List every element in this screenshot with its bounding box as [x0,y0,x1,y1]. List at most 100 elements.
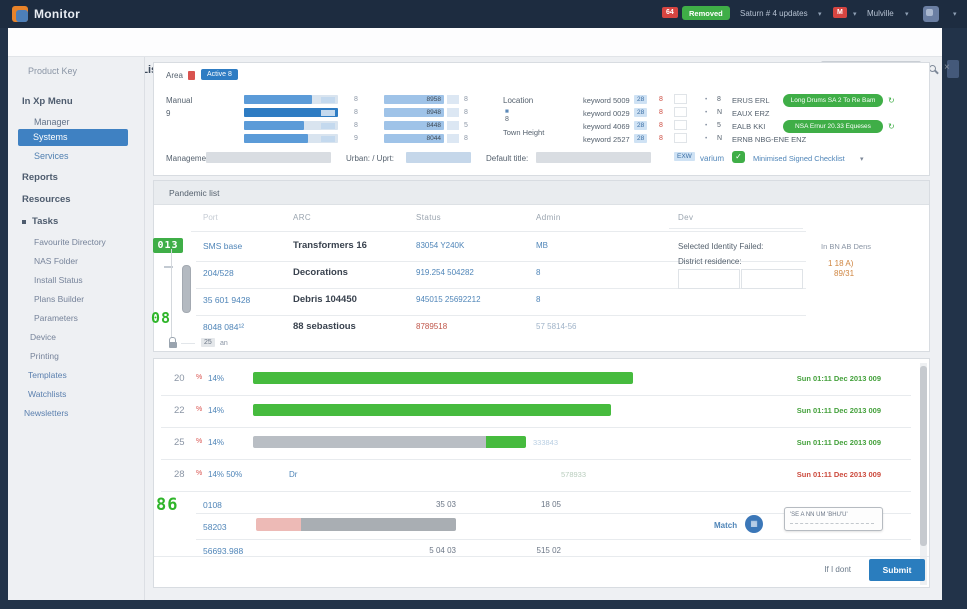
chevron-down-icon[interactable]: ▾ [905,11,909,18]
avatar[interactable] [923,6,939,22]
percent-link[interactable]: 14% 50% [208,470,243,479]
sidebar-item-xp-menu[interactable]: In Xp Menu [22,96,73,107]
status-green-button[interactable]: Removed [682,6,730,20]
close-icon[interactable]: × [944,62,950,73]
report-select[interactable]: 'SE A NN UM 'BHU'U' [784,507,883,531]
keyword-input[interactable] [674,133,687,143]
row-text-link[interactable]: Dr [289,470,298,479]
row-status[interactable]: 945015 25692212 [416,295,481,304]
keyword-chip[interactable]: 28 [634,121,648,130]
alert-badge[interactable]: M [833,7,847,18]
detail-name-link[interactable]: 0108 [203,500,222,510]
apply-range-button[interactable]: Long Drums SA 2 To Re Bam [783,94,883,107]
exw-link[interactable]: EXW [674,152,695,161]
sidebar-item-product-key[interactable]: Product Key [28,66,78,76]
percent-link[interactable]: 14% [208,374,225,383]
management-input[interactable] [206,152,331,163]
row-admin[interactable]: 57 5814-56 [536,322,577,331]
dev-input-2[interactable] [741,269,803,289]
detail-name-link[interactable]: 58203 [203,522,227,532]
chevron-down-icon[interactable]: ▾ [860,156,864,163]
panel-scrollbar-thumb[interactable] [920,366,927,546]
row-admin[interactable]: 8 [536,295,541,304]
sidebar-item-newsletters[interactable]: Newsletters [24,408,69,418]
sidebar-item-nas-folder[interactable]: NAS Folder [34,256,78,266]
row-port-link[interactable]: 204/528 [203,268,234,278]
sidebar-item-reports[interactable]: Reports [22,172,58,183]
value-box[interactable] [447,121,459,130]
keyword-chip[interactable]: 28 [634,134,648,143]
dev-input-1[interactable] [678,269,740,289]
row-admin[interactable]: 8 [536,268,541,277]
row-port-link[interactable]: SMS base [203,241,243,251]
percent-link[interactable]: 14% [208,406,225,415]
refresh-icon[interactable]: ↻ [888,96,895,105]
keyword-input[interactable] [674,120,687,130]
keyword-input[interactable] [674,94,687,104]
row-status[interactable]: 8789518 [416,322,448,331]
row-status[interactable]: 83054 Y240K [416,241,465,250]
alert-count-badge[interactable]: 64 [662,7,678,18]
sidebar-item-printing[interactable]: Printing [30,351,59,361]
sidebar-item-manager[interactable]: Manager [34,117,70,127]
chevron-down-icon[interactable]: ▾ [853,11,857,18]
vertical-slider-track[interactable] [171,249,172,337]
chevron-down-icon[interactable]: ▾ [953,11,957,18]
sidebar-item-parameters[interactable]: Parameters [34,313,78,323]
sidebar-item-device[interactable]: Device [30,332,56,342]
sidebar-item-services[interactable]: Services [34,151,69,161]
row-port-link[interactable]: 35 601 9428 [203,295,251,305]
host-menu[interactable]: Saturn # 4 updates [740,9,808,18]
range-slider[interactable] [244,108,338,117]
refresh-icon[interactable]: ↻ [888,122,895,131]
location-option[interactable]: 8 [505,116,509,123]
pager-chip[interactable]: 25 [201,338,215,347]
range-slider[interactable] [244,134,338,143]
user-menu[interactable]: Mulville [867,9,894,18]
check-icon[interactable]: ✓ [732,151,745,163]
default-title-input[interactable] [536,152,651,163]
cancel-button[interactable]: If I dont [824,565,851,574]
match-grid-icon[interactable]: ▦ [745,515,763,533]
app-logo-text[interactable]: Monitor [34,7,81,21]
range-slider[interactable] [244,95,338,104]
under-input[interactable] [406,152,471,163]
search-icon[interactable] [929,65,936,72]
varium-link[interactable]: varium [700,154,725,163]
sidebar-item-favourite-directory[interactable]: Favourite Directory [34,237,106,247]
col-header-dev[interactable]: Dev [678,213,694,222]
value-bar[interactable]: 8958 [384,95,444,104]
sidebar-item-systems[interactable]: Systems [18,129,128,146]
sidebar-item-templates[interactable]: Templates [28,370,67,380]
location-option[interactable]: ■ [505,108,509,115]
col-header-port[interactable]: Port [203,213,218,222]
detail-name-link[interactable]: 56693.988 [203,546,244,556]
minimised-checklist-link[interactable]: Minimised Signed Checklist [753,154,845,163]
sidebar-item-install-status[interactable]: Install Status [34,275,83,285]
vertical-slider-handle[interactable] [182,265,191,313]
row-port-link[interactable]: 8048 084¹² [203,322,245,332]
col-header-status[interactable]: Status [416,213,442,222]
percent-link[interactable]: 14% [208,438,225,447]
value-bar[interactable]: 8044 [384,134,444,143]
keyword-chip[interactable]: 28 [634,95,648,104]
col-header-arc[interactable]: ARC [293,213,312,222]
value-bar[interactable]: 8948 [384,108,444,117]
value-bar[interactable]: 8448 [384,121,444,130]
sidebar-item-plans-builder[interactable]: Plans Builder [34,294,85,304]
value-box[interactable] [447,108,459,117]
keyword-chip[interactable]: 28 [634,108,648,117]
row-admin[interactable]: MB [536,241,548,250]
submit-button[interactable]: Submit [869,559,925,581]
sidebar-item-resources[interactable]: Resources [22,194,71,205]
active-filter-button[interactable]: Active 8 [201,69,238,80]
app-logo-icon[interactable] [12,6,28,22]
page-scrollbar[interactable] [947,60,959,78]
row-status[interactable]: 919.254 504282 [416,268,474,277]
sidebar-item-tasks[interactable]: Tasks [32,216,59,227]
col-header-admin[interactable]: Admin [536,213,561,222]
keyword-input[interactable] [674,107,687,117]
value-box[interactable] [447,95,459,104]
chevron-down-icon[interactable]: ▾ [818,11,822,18]
value-box[interactable] [447,134,459,143]
